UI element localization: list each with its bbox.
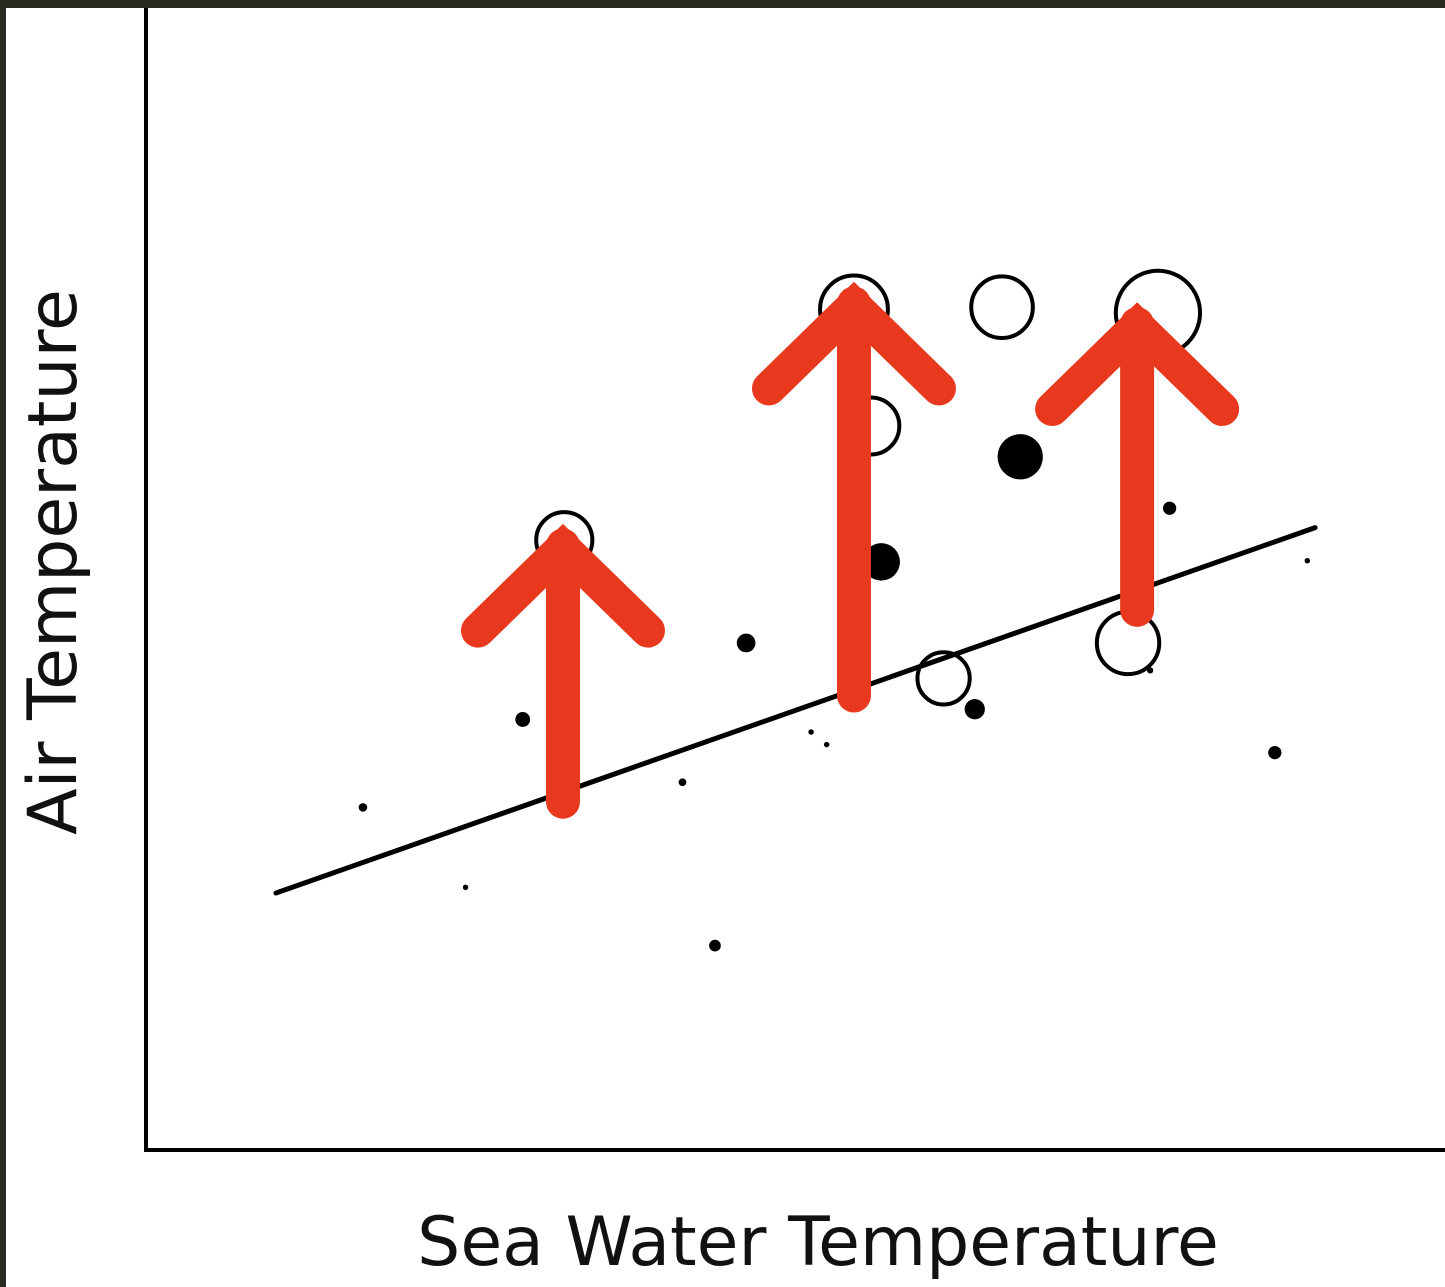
filled-point xyxy=(823,741,830,748)
chart-panel xyxy=(6,8,1445,1287)
filled-point xyxy=(862,543,900,581)
filled-point xyxy=(1304,557,1311,564)
arrow-head xyxy=(1035,302,1240,427)
filled-point xyxy=(462,884,469,891)
filled-point xyxy=(515,712,531,727)
filled-point xyxy=(678,778,687,787)
open-point xyxy=(969,274,1035,341)
filled-point xyxy=(358,803,368,812)
open-point xyxy=(915,650,972,707)
filled-point xyxy=(736,633,756,653)
warming-arrow xyxy=(751,281,956,713)
arrow-head xyxy=(460,523,665,648)
filled-point xyxy=(709,939,721,952)
warming-arrow xyxy=(460,523,665,819)
plot-marks xyxy=(273,268,1318,952)
filled-point xyxy=(1268,745,1282,760)
y-axis-label: Air Temperature xyxy=(14,289,93,835)
filled-point xyxy=(808,729,814,735)
filled-point xyxy=(964,699,985,720)
warming-arrow xyxy=(1035,302,1240,627)
axes xyxy=(144,8,1445,1152)
trend-line xyxy=(273,525,1318,896)
filled-point xyxy=(997,434,1043,480)
filled-point xyxy=(1147,667,1154,674)
x-axis-label: Sea Water Temperature xyxy=(417,1203,1219,1282)
arrow-head xyxy=(751,281,956,406)
filled-point xyxy=(1162,501,1177,515)
